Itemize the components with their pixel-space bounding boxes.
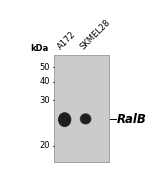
Ellipse shape xyxy=(84,117,88,121)
Ellipse shape xyxy=(80,113,91,125)
Text: 20: 20 xyxy=(40,141,50,150)
Text: SKMEL28: SKMEL28 xyxy=(78,18,112,52)
Ellipse shape xyxy=(59,113,70,126)
Ellipse shape xyxy=(81,115,90,123)
Ellipse shape xyxy=(80,114,91,124)
Text: 50: 50 xyxy=(40,63,50,72)
Ellipse shape xyxy=(61,116,68,123)
Text: RalB: RalB xyxy=(117,113,147,126)
Text: 30: 30 xyxy=(39,96,50,105)
Ellipse shape xyxy=(58,112,71,127)
Text: A172: A172 xyxy=(56,30,78,52)
Ellipse shape xyxy=(58,113,71,126)
Ellipse shape xyxy=(61,115,69,124)
Ellipse shape xyxy=(62,117,67,122)
Ellipse shape xyxy=(60,114,70,125)
Bar xyxy=(54,55,110,162)
Ellipse shape xyxy=(82,116,89,122)
Ellipse shape xyxy=(63,118,66,121)
Ellipse shape xyxy=(83,116,88,122)
Ellipse shape xyxy=(62,117,68,123)
Ellipse shape xyxy=(83,117,88,121)
Ellipse shape xyxy=(82,115,89,123)
Ellipse shape xyxy=(81,114,90,124)
Ellipse shape xyxy=(60,115,69,125)
Ellipse shape xyxy=(84,118,87,120)
Text: 40: 40 xyxy=(40,77,50,86)
Text: kDa: kDa xyxy=(31,44,49,53)
